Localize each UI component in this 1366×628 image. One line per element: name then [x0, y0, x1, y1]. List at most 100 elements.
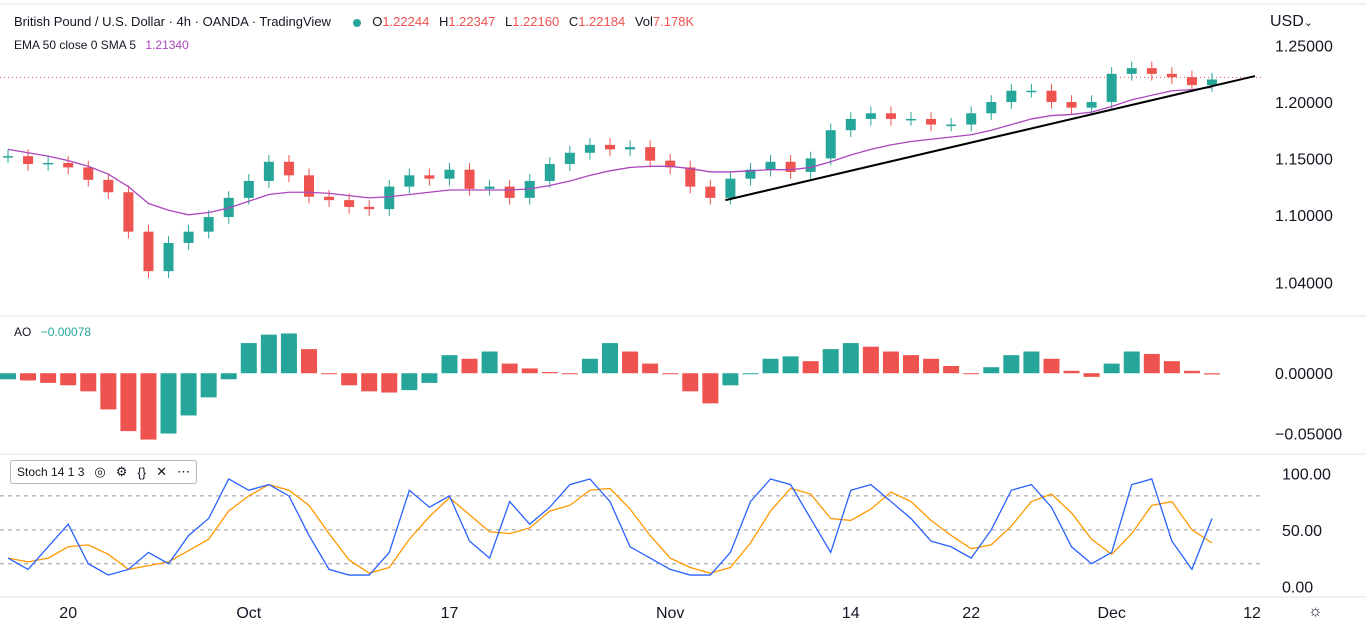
ao-bar	[461, 358, 478, 374]
ao-bar	[1003, 355, 1020, 374]
candle	[404, 175, 415, 187]
ao-legend-value: −0.00078	[40, 325, 92, 339]
ao-legend[interactable]: AO −0.00078	[14, 325, 91, 339]
ao-bar	[341, 373, 358, 386]
candle	[364, 206, 375, 210]
stoch-d-line	[7, 483, 1213, 574]
ao-bar	[722, 373, 739, 386]
candle	[1106, 73, 1117, 103]
candle	[544, 164, 555, 181]
stoch-legend[interactable]: Stoch 14 1 3 ◎ ⚙ {} ✕ ⋯	[10, 460, 197, 484]
candle	[645, 147, 656, 161]
low-value: 1.22160	[512, 14, 560, 29]
eye-icon[interactable]: ◎	[94, 464, 106, 479]
candle	[183, 231, 194, 243]
ao-bar	[361, 373, 378, 392]
stoch-k-line	[7, 478, 1213, 576]
price-tick-label: 1.10000	[1275, 208, 1333, 225]
close-icon[interactable]: ✕	[156, 464, 167, 479]
candle	[685, 167, 696, 187]
high-value: 1.22347	[448, 14, 496, 29]
candle	[745, 169, 756, 179]
candle	[103, 179, 114, 193]
ao-bar	[1123, 351, 1140, 374]
ao-bar	[441, 355, 458, 374]
ao-bar	[782, 356, 799, 374]
ao-bar	[622, 351, 639, 374]
ao-bar	[0, 373, 16, 380]
high-label: H	[438, 14, 449, 29]
candle	[1126, 68, 1137, 74]
candle	[304, 175, 314, 197]
price-tick-label: 1.25000	[1275, 39, 1333, 56]
grid-layer	[0, 3, 1366, 598]
ao-bar	[180, 373, 197, 416]
x-tick-label: 12	[1243, 605, 1261, 622]
currency-selector[interactable]: USD⌄	[1270, 13, 1313, 31]
candle	[424, 175, 435, 179]
ao-bar	[802, 361, 819, 374]
candle	[845, 118, 856, 131]
ao-bar	[541, 372, 558, 374]
low-label: L	[504, 14, 513, 29]
settings-icon[interactable]: ☼	[1308, 603, 1323, 620]
x-tick-label: 14	[842, 605, 860, 622]
gear-icon[interactable]: ⚙	[115, 464, 128, 479]
candle	[946, 124, 957, 127]
ao-bar	[1143, 353, 1160, 374]
candle	[283, 161, 294, 176]
open-label: O	[372, 14, 383, 29]
x-tick-label: Dec	[1097, 605, 1125, 622]
candle	[825, 130, 836, 159]
ao-bar	[100, 373, 117, 410]
chevron-down-icon: ⌄	[1303, 17, 1313, 29]
candle	[384, 186, 395, 210]
x-tick-label: 17	[441, 605, 459, 622]
candle	[605, 144, 615, 150]
stoch-tick-label: 100.00	[1282, 466, 1331, 483]
ema-legend-value: 1.21340	[145, 38, 189, 52]
candle	[203, 217, 214, 232]
candle	[1026, 90, 1037, 93]
vol-label: Vol	[634, 14, 653, 29]
source-code-icon[interactable]: {}	[137, 464, 147, 480]
candle	[1086, 102, 1097, 108]
symbol-title[interactable]: British Pound / U.S. Dollar · 4h · OANDA…	[14, 14, 331, 29]
ao-bar	[160, 373, 177, 434]
more-icon[interactable]: ⋯	[176, 464, 190, 479]
close-value: 1.22184	[578, 14, 626, 29]
ao-legend-label: AO	[14, 325, 32, 339]
candle	[43, 162, 54, 165]
candle	[865, 113, 876, 119]
ao-bar	[501, 363, 518, 374]
ema-line	[7, 86, 1213, 216]
ao-bar	[321, 373, 338, 375]
vol-value: 7.178K	[652, 14, 695, 29]
close-label: C	[568, 14, 579, 29]
price-pane	[0, 61, 1262, 278]
candle	[1186, 77, 1197, 86]
ao-bar	[521, 368, 538, 374]
axes-layer: 1.250001.200001.150001.100001.040000.000…	[59, 39, 1342, 622]
stoch-pane	[0, 478, 1262, 576]
x-tick-label: Nov	[656, 605, 684, 622]
candle	[765, 161, 776, 170]
candle	[986, 102, 997, 114]
ema-legend[interactable]: EMA 50 close 0 SMA 5 1.21340	[14, 38, 189, 52]
ao-bar	[1023, 351, 1040, 374]
candle	[464, 169, 475, 189]
price-tick-label: 1.04000	[1275, 275, 1333, 292]
ao-bar	[1183, 370, 1200, 374]
ao-bar	[581, 358, 598, 374]
candle	[1166, 73, 1177, 78]
ao-bar	[702, 373, 719, 404]
ao-bar	[561, 373, 578, 375]
ao-pane	[0, 333, 1220, 440]
candle	[906, 118, 916, 121]
ao-bar	[983, 367, 1000, 374]
stoch-tick-label: 50.00	[1282, 523, 1322, 540]
ao-bar	[280, 333, 297, 374]
candle	[665, 160, 676, 168]
